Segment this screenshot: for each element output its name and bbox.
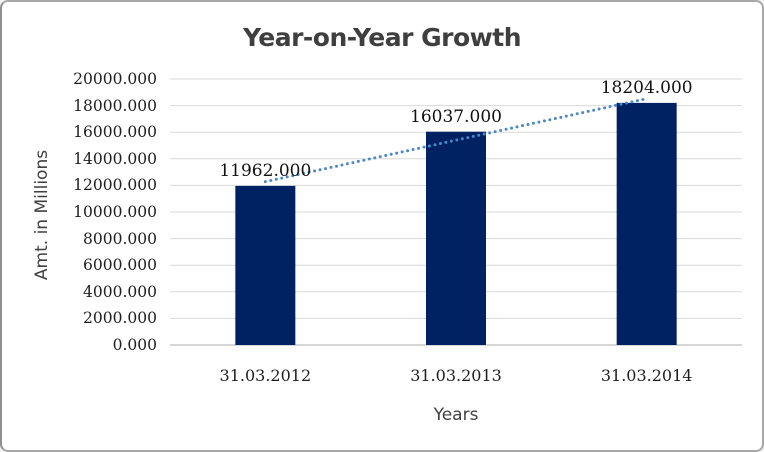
trendline <box>263 97 649 184</box>
bar <box>235 185 296 345</box>
y-tick-label: 20000.000 <box>73 70 157 88</box>
y-tick-label: 18000.000 <box>73 96 157 115</box>
chart-title: Year-on-Year Growth <box>242 23 522 52</box>
y-tick-label: 4000.000 <box>83 282 157 301</box>
y-tick-label: 2000.000 <box>83 309 157 328</box>
y-tick-label: 8000.000 <box>83 229 157 248</box>
bar <box>426 131 486 345</box>
bar-value-label: 18204.000 <box>600 77 693 98</box>
y-tick-label: 16000.000 <box>73 123 157 142</box>
y-tick-label: 10000.000 <box>73 203 157 221</box>
bar <box>616 102 677 345</box>
y-tick-label: 12000.000 <box>73 176 157 195</box>
x-tick-label: 31.03.2014 <box>600 366 693 385</box>
bar-value-label: 16037.000 <box>410 106 502 127</box>
y-tick-label: 14000.000 <box>73 149 157 168</box>
x-axis-title: Years <box>433 405 479 425</box>
x-tick-label: 31.03.2013 <box>410 366 502 385</box>
y-tick-label: 6000.000 <box>83 256 157 275</box>
x-tick-label: 31.03.2012 <box>219 366 312 385</box>
bar-value-label: 11962.000 <box>219 160 312 181</box>
y-tick-label: 0.000 <box>112 336 157 354</box>
